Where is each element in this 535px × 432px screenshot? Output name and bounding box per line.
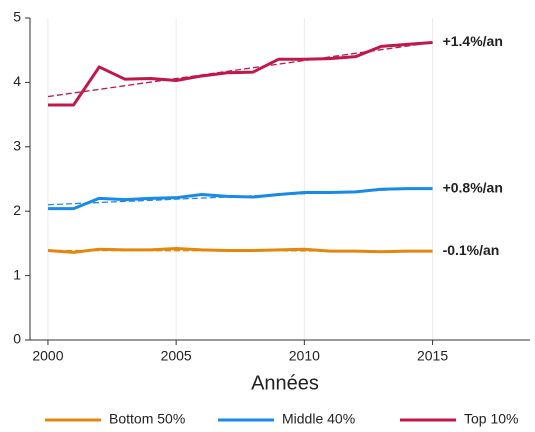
series-annotation: +1.4%/an xyxy=(443,33,503,49)
y-tick-label: 1 xyxy=(13,266,21,282)
y-tick-label: 5 xyxy=(13,9,21,25)
trend-line xyxy=(47,41,433,98)
series-line xyxy=(47,187,433,211)
legend-label: Bottom 50% xyxy=(109,411,185,427)
legend-label: Top 10% xyxy=(464,411,518,427)
x-tick-label: 2000 xyxy=(32,348,63,364)
y-tick-label: 0 xyxy=(13,331,21,347)
series-annotation: -0.1%/an xyxy=(443,242,500,258)
series-annotation: +0.8%/an xyxy=(443,179,503,195)
legend-label: Middle 40% xyxy=(282,411,355,427)
x-tick-label: 2005 xyxy=(161,348,192,364)
x-tick-label: 2015 xyxy=(417,348,448,364)
y-tick-label: 3 xyxy=(13,138,21,154)
series-line xyxy=(47,40,433,107)
series-line xyxy=(47,247,433,254)
y-tick-label: 4 xyxy=(13,73,21,89)
y-tick-label: 2 xyxy=(13,202,21,218)
x-tick-label: 2010 xyxy=(289,348,320,364)
x-axis-label: Années xyxy=(251,372,319,394)
